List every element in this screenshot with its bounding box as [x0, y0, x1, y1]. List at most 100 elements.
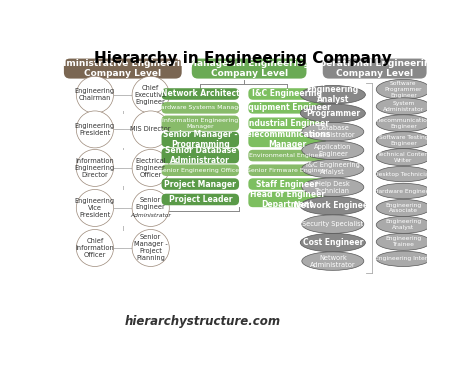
Ellipse shape — [376, 233, 430, 250]
Text: hierarchystructure.com: hierarchystructure.com — [125, 315, 281, 328]
Text: Security Specialist: Security Specialist — [302, 221, 364, 227]
Ellipse shape — [132, 149, 169, 186]
Text: Software Testing
Engineer: Software Testing Engineer — [379, 135, 428, 146]
Text: MIS Director: MIS Director — [130, 127, 171, 132]
Ellipse shape — [76, 111, 113, 148]
Text: Network Engineer: Network Engineer — [294, 201, 372, 210]
Text: Senior
Manager -
Project
Planning: Senior Manager - Project Planning — [134, 235, 168, 262]
Text: Engineering
President: Engineering President — [75, 123, 115, 136]
FancyBboxPatch shape — [192, 59, 307, 78]
Text: Environmental Engineer: Environmental Engineer — [249, 153, 325, 158]
Text: Staff Engineer: Staff Engineer — [256, 180, 318, 189]
FancyBboxPatch shape — [248, 117, 326, 129]
Ellipse shape — [300, 233, 365, 252]
Text: I&C Engineering
Analyst: I&C Engineering Analyst — [306, 162, 360, 175]
Ellipse shape — [132, 111, 169, 148]
Text: Information Engineering
Manager: Information Engineering Manager — [162, 118, 238, 128]
FancyBboxPatch shape — [248, 192, 326, 207]
Text: Engineering
Chairman: Engineering Chairman — [75, 88, 115, 101]
Text: Head of Engineer
Department: Head of Engineer Department — [249, 190, 325, 209]
Text: Chief
Executive
Engineer: Chief Executive Engineer — [135, 85, 167, 105]
Text: Engineering Intern: Engineering Intern — [375, 256, 431, 261]
Text: Software
Programmer
Engineer: Software Programmer Engineer — [384, 81, 422, 98]
Ellipse shape — [376, 199, 430, 216]
Ellipse shape — [132, 190, 169, 226]
Text: Telecommunications
Engineer: Telecommunications Engineer — [373, 118, 434, 128]
Ellipse shape — [376, 149, 430, 166]
Text: Telecommunications
Manager: Telecommunications Manager — [243, 130, 331, 149]
FancyBboxPatch shape — [248, 132, 326, 147]
FancyBboxPatch shape — [248, 150, 326, 161]
FancyBboxPatch shape — [162, 164, 239, 176]
Text: Engineering
Vice
President: Engineering Vice President — [75, 198, 115, 218]
Ellipse shape — [376, 79, 430, 99]
Text: Cost Engineer: Cost Engineer — [302, 238, 363, 247]
Text: Administrator: Administrator — [130, 213, 171, 218]
Ellipse shape — [76, 230, 113, 266]
Ellipse shape — [376, 251, 430, 266]
FancyBboxPatch shape — [162, 116, 239, 131]
Text: Network Architect: Network Architect — [161, 89, 240, 99]
Text: Managerial Engineering
Company Level: Managerial Engineering Company Level — [188, 59, 310, 78]
Text: System
Administrator: System Administrator — [383, 101, 424, 112]
FancyBboxPatch shape — [64, 59, 182, 78]
Ellipse shape — [376, 216, 430, 233]
Ellipse shape — [376, 98, 430, 115]
Text: Desktop Technician: Desktop Technician — [374, 172, 432, 177]
FancyBboxPatch shape — [323, 59, 427, 78]
Ellipse shape — [300, 196, 365, 215]
Text: Project Manager: Project Manager — [164, 180, 236, 189]
FancyBboxPatch shape — [248, 164, 326, 176]
Text: Project Leader: Project Leader — [169, 195, 232, 204]
Text: Application
Engineer: Application Engineer — [314, 144, 352, 157]
Ellipse shape — [376, 166, 430, 182]
Ellipse shape — [376, 115, 430, 132]
FancyBboxPatch shape — [162, 148, 239, 163]
Text: I&C Engineering: I&C Engineering — [252, 89, 322, 99]
Text: Technical Content
Writer: Technical Content Writer — [377, 152, 430, 163]
Ellipse shape — [76, 149, 113, 186]
Text: Engineering
Analyst: Engineering Analyst — [385, 219, 421, 230]
Text: Chief
Information
Officer: Chief Information Officer — [75, 238, 114, 258]
FancyBboxPatch shape — [248, 102, 326, 114]
Text: Information
Engineering
Director: Information Engineering Director — [75, 158, 115, 178]
Text: Engineering
Associate: Engineering Associate — [385, 202, 421, 213]
Ellipse shape — [302, 215, 364, 233]
Text: Hierarchy in Engineering Company: Hierarchy in Engineering Company — [94, 51, 392, 66]
Ellipse shape — [300, 104, 365, 122]
FancyBboxPatch shape — [162, 178, 239, 190]
Text: Electrical
Engineer
Officer: Electrical Engineer Officer — [136, 158, 166, 178]
FancyBboxPatch shape — [162, 132, 239, 147]
FancyBboxPatch shape — [248, 88, 326, 100]
Ellipse shape — [376, 132, 430, 149]
Ellipse shape — [302, 122, 364, 141]
Text: Operational Engineering
Company Level: Operational Engineering Company Level — [312, 59, 437, 78]
Text: Programmer: Programmer — [306, 109, 360, 118]
Text: Senior Engineering Officer: Senior Engineering Officer — [159, 168, 242, 173]
Text: Database
Administrator: Database Administrator — [310, 125, 356, 138]
Ellipse shape — [76, 190, 113, 226]
Text: Engineering
Trainee: Engineering Trainee — [385, 236, 421, 247]
Ellipse shape — [302, 178, 364, 196]
Text: Hardware Engineer: Hardware Engineer — [374, 188, 432, 194]
Ellipse shape — [302, 141, 364, 160]
Ellipse shape — [132, 76, 169, 113]
Text: Engineering
Analyst: Engineering Analyst — [307, 85, 359, 105]
FancyBboxPatch shape — [162, 88, 239, 100]
Text: Hardware Systems Manager: Hardware Systems Manager — [156, 105, 245, 110]
FancyBboxPatch shape — [248, 178, 326, 190]
Text: Network
Administrator: Network Administrator — [310, 255, 356, 268]
Text: Help Desk
Technician: Help Desk Technician — [315, 181, 350, 194]
Text: Senior Database
Administrator: Senior Database Administrator — [164, 146, 236, 165]
Ellipse shape — [302, 252, 364, 270]
Text: Senior Firmware Engineer: Senior Firmware Engineer — [246, 168, 328, 173]
Ellipse shape — [302, 160, 364, 178]
FancyBboxPatch shape — [162, 194, 239, 205]
Text: Senior
Engineer: Senior Engineer — [136, 197, 165, 210]
Text: Senior Manager -
Programming: Senior Manager - Programming — [163, 130, 237, 149]
Text: Administrative Engineering
Company Level: Administrative Engineering Company Level — [53, 59, 193, 78]
Text: Industrial Engineer: Industrial Engineer — [246, 119, 328, 128]
Ellipse shape — [300, 86, 365, 104]
Ellipse shape — [132, 230, 169, 266]
Ellipse shape — [376, 183, 430, 199]
